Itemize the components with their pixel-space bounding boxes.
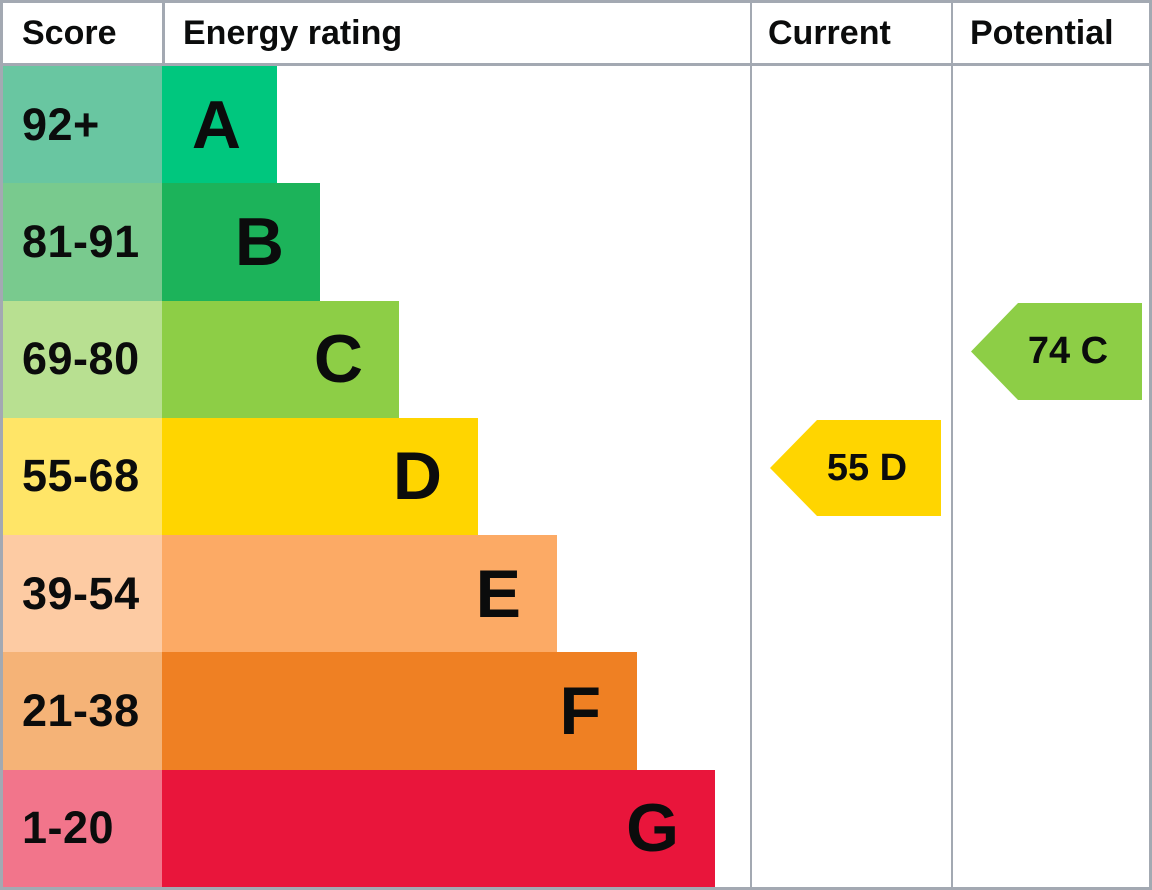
header-energy-rating: Energy rating xyxy=(183,14,403,52)
band-bar-e: E xyxy=(162,535,557,653)
band-score-range-e: 39-54 xyxy=(3,535,162,653)
band-score-range-b: 81-91 xyxy=(3,183,162,301)
band-score-range-d: 55-68 xyxy=(3,417,162,536)
header-current: Current xyxy=(768,14,891,52)
band-row-f: 21-38 F xyxy=(3,652,1149,770)
band-bar-c: C xyxy=(162,300,399,418)
chart-header: Score Energy rating Current Potential xyxy=(3,3,1149,66)
band-rows: 92+ A 81-91 B 69-80 C 55-68 D 39-54 E 21-38 F 1-20 G xyxy=(3,66,1149,887)
band-score-range-a: 92+ xyxy=(3,66,162,184)
header-score: Score xyxy=(22,14,117,52)
divider-potential-column xyxy=(951,3,953,887)
band-row-d: 55-68 D xyxy=(3,417,1149,536)
band-bar-b: B xyxy=(162,183,320,301)
header-divider-score-energy xyxy=(162,3,165,66)
band-score-range-g: 1-20 xyxy=(3,769,162,887)
band-row-c: 69-80 C xyxy=(3,300,1149,418)
band-score-range-c: 69-80 xyxy=(3,300,162,418)
band-row-g: 1-20 G xyxy=(3,769,1149,887)
band-bar-g: G xyxy=(162,769,715,887)
band-bar-f: F xyxy=(162,652,637,770)
band-row-b: 81-91 B xyxy=(3,183,1149,301)
band-bar-a: A xyxy=(162,66,277,184)
band-row-e: 39-54 E xyxy=(3,535,1149,653)
divider-current-column xyxy=(750,3,752,887)
header-potential: Potential xyxy=(970,14,1114,52)
band-score-range-f: 21-38 xyxy=(3,652,162,770)
band-row-a: 92+ A xyxy=(3,66,1149,184)
band-bar-d: D xyxy=(162,417,478,536)
